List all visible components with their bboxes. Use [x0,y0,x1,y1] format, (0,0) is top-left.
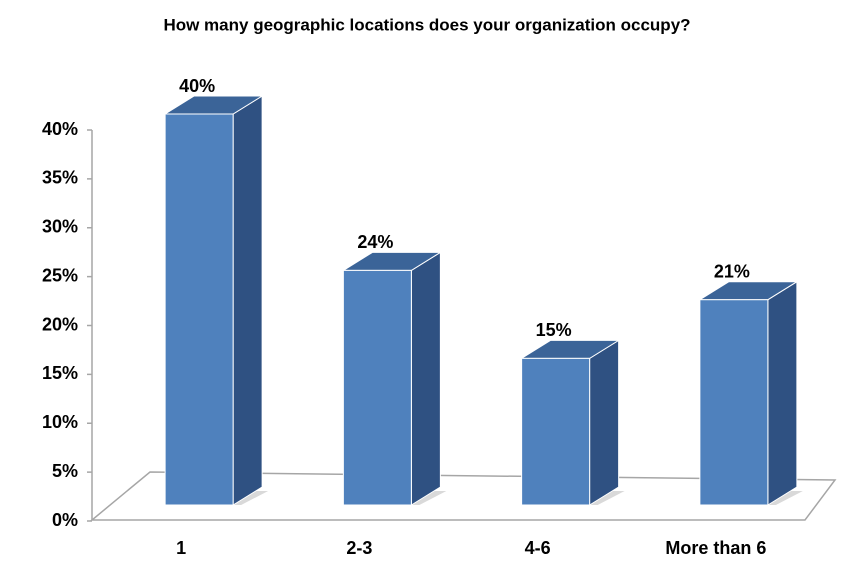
bar [699,299,769,506]
y-tick-label: 15% [42,363,78,383]
floor [89,471,837,521]
bar [521,357,591,506]
y-tick-label: 30% [42,217,78,237]
y-tick-label: 35% [42,168,78,188]
x-tick-label: More than 6 [665,538,766,558]
value-label: 40% [179,76,215,96]
x-tick-label: 4-6 [525,538,551,558]
chart-title: How many geographic locations does your … [163,15,690,34]
bar-side [410,251,441,506]
value-label: 21% [714,261,750,281]
x-tick-label: 1 [176,538,186,558]
x-tick-label: 2-3 [346,538,372,558]
y-tick-label: 5% [52,461,78,481]
y-tick-label: 40% [42,119,78,139]
bar [342,269,412,506]
y-tick-label: 25% [42,265,78,285]
bar-side [232,95,263,506]
value-label: 15% [536,320,572,340]
y-tick-label: 0% [52,510,78,530]
y-tick-label: 20% [42,314,78,334]
bar [164,113,234,506]
bar-side [767,280,798,506]
value-label: 24% [357,232,393,252]
bar-side [589,339,620,506]
y-tick-label: 10% [42,412,78,432]
